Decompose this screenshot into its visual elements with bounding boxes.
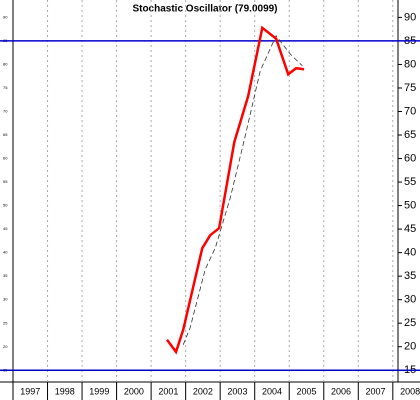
y-tick-label-left: 20 [3, 344, 8, 349]
x-tick-label: 1997 [20, 386, 40, 396]
x-tick-label: 2005 [296, 386, 316, 396]
x-tick-label: 2008 [400, 386, 420, 396]
y-tick-label-left: 65 [3, 132, 8, 137]
line-series [165, 25, 305, 355]
y-tick-label-left: 40 [3, 250, 8, 255]
x-tick-label: 2003 [227, 386, 247, 396]
line-series [182, 35, 303, 345]
y-tick-label: 30 [404, 294, 416, 306]
y-tick-label: 45 [404, 223, 416, 235]
y-tick-label: 65 [404, 129, 416, 141]
y-tick-label-left: 60 [3, 156, 8, 161]
y-tick-label-left: 25 [3, 320, 8, 325]
x-tick-label: 2006 [331, 386, 351, 396]
x-tick-label: 2002 [193, 386, 213, 396]
x-tick-label: 2004 [262, 386, 282, 396]
y-tick-label-left: 50 [3, 203, 8, 208]
x-tick-label: 1998 [55, 386, 75, 396]
y-tick-label-left: 35 [3, 273, 8, 278]
y-tick-label: 75 [404, 82, 416, 94]
y-tick-label: 50 [404, 199, 416, 211]
y-tick-label: 25 [404, 317, 416, 329]
y-tick-label: 80 [404, 58, 416, 70]
y-tick-label: 20 [404, 341, 416, 353]
y-tick-label: 55 [404, 176, 416, 188]
x-tick-label: 2001 [158, 386, 178, 396]
x-tick-label: 1999 [89, 386, 109, 396]
y-tick-label-left: 45 [3, 226, 8, 231]
x-tick-label: 2000 [124, 386, 144, 396]
y-tick-label-left: 30 [3, 297, 8, 302]
chart-title: Stochastic Oscillator (79.0099) [132, 4, 277, 15]
y-tick-label-left: 70 [3, 109, 8, 114]
y-tick-label: 40 [404, 247, 416, 259]
y-tick-label-left: 75 [3, 85, 8, 90]
y-tick-label-left: 80 [3, 62, 8, 67]
y-tick-label: 70 [404, 105, 416, 117]
y-tick-label-left: 55 [3, 179, 8, 184]
x-tick-label: 2007 [366, 386, 386, 396]
y-tick-label-left: 90 [3, 14, 8, 19]
y-tick-label: 90 [404, 11, 416, 23]
y-tick-label: 60 [404, 152, 416, 164]
y-tick-label: 35 [404, 270, 416, 282]
